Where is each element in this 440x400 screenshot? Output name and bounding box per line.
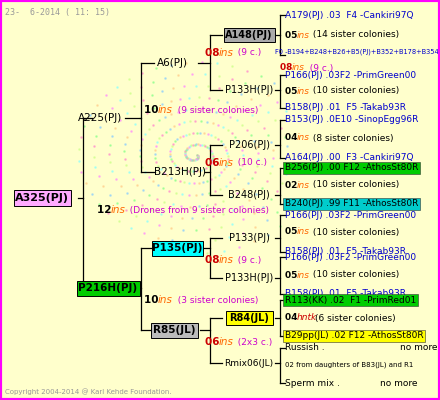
Text: ins: ins <box>219 158 234 168</box>
Text: no more: no more <box>400 344 437 352</box>
FancyBboxPatch shape <box>224 28 275 42</box>
Text: ins: ins <box>292 64 305 72</box>
Text: ins: ins <box>297 228 310 236</box>
Text: no more: no more <box>380 378 418 388</box>
Text: 02: 02 <box>285 180 301 190</box>
Text: ins: ins <box>111 205 126 215</box>
FancyBboxPatch shape <box>151 240 202 256</box>
Text: 05: 05 <box>285 228 301 236</box>
Text: (8 sister colonies): (8 sister colonies) <box>310 134 393 142</box>
Text: hntk: hntk <box>297 314 317 322</box>
Text: A179(PJ) .03  F4 -Cankiri97Q: A179(PJ) .03 F4 -Cankiri97Q <box>285 10 414 20</box>
Text: (3 sister colonies): (3 sister colonies) <box>172 296 258 304</box>
Text: (9 c.): (9 c.) <box>232 256 262 264</box>
Text: (2x3 c.): (2x3 c.) <box>232 338 273 346</box>
Text: (Drones from 9 sister colonies): (Drones from 9 sister colonies) <box>125 206 269 214</box>
FancyBboxPatch shape <box>77 280 139 296</box>
Text: 05: 05 <box>285 30 301 40</box>
Text: A325(PJ): A325(PJ) <box>15 193 69 203</box>
Text: B213H(PJ): B213H(PJ) <box>154 167 206 177</box>
Text: P133(PJ): P133(PJ) <box>228 233 269 243</box>
Text: B29pp(JL) .02 F12 -AthosSt80R: B29pp(JL) .02 F12 -AthosSt80R <box>285 332 424 340</box>
Text: B153(PJ) .0E10 -SinopEgg96R: B153(PJ) .0E10 -SinopEgg96R <box>285 116 418 124</box>
Text: (10 sister colonies): (10 sister colonies) <box>310 270 399 280</box>
Text: ins: ins <box>158 295 173 305</box>
Text: F0 -B194+B248+B26+B5(PJ)+B352+B178+B354: F0 -B194+B248+B26+B5(PJ)+B352+B178+B354 <box>275 49 439 55</box>
Text: B158(PJ) .01  F5 -Takab93R: B158(PJ) .01 F5 -Takab93R <box>285 290 406 298</box>
FancyBboxPatch shape <box>150 322 198 338</box>
Text: R85(JL): R85(JL) <box>153 325 195 335</box>
Text: 05: 05 <box>285 270 301 280</box>
Text: ins: ins <box>297 180 310 190</box>
FancyBboxPatch shape <box>225 311 272 325</box>
Text: 12: 12 <box>97 205 115 215</box>
Text: (9 c.): (9 c.) <box>304 64 333 72</box>
Text: (9 sister colonies): (9 sister colonies) <box>172 106 258 114</box>
Text: ins: ins <box>297 30 310 40</box>
Text: R113(KK) .02  F1 -PrimRed01: R113(KK) .02 F1 -PrimRed01 <box>285 296 416 304</box>
Text: ins: ins <box>158 105 173 115</box>
Text: P133H(PJ): P133H(PJ) <box>225 85 273 95</box>
Text: P166(PJ) .03F2 -PrimGreen00: P166(PJ) .03F2 -PrimGreen00 <box>285 70 416 80</box>
Text: Russish .: Russish . <box>285 344 325 352</box>
Text: Rmix06(JL): Rmix06(JL) <box>224 358 274 368</box>
Text: 10: 10 <box>144 295 162 305</box>
Text: P206(PJ): P206(PJ) <box>228 140 269 150</box>
Text: (10 sister colonies): (10 sister colonies) <box>310 228 399 236</box>
FancyBboxPatch shape <box>14 190 70 206</box>
Text: 04: 04 <box>285 314 301 322</box>
Text: 06: 06 <box>205 337 223 347</box>
Text: 10: 10 <box>144 105 162 115</box>
Text: 08: 08 <box>280 64 296 72</box>
Text: 08: 08 <box>205 48 223 58</box>
Text: B240(PJ) .99 F11 -AthosSt80R: B240(PJ) .99 F11 -AthosSt80R <box>285 200 418 208</box>
Text: ins: ins <box>219 255 234 265</box>
Text: ins: ins <box>297 86 310 96</box>
Text: ins: ins <box>219 337 234 347</box>
Text: (10 c.): (10 c.) <box>232 158 268 168</box>
Text: B248(PJ): B248(PJ) <box>228 190 270 200</box>
Text: A164(PJ) .00  F3 -Cankiri97Q: A164(PJ) .00 F3 -Cankiri97Q <box>285 154 414 162</box>
Text: B256(PJ) .00 F12 -AthosSt80R: B256(PJ) .00 F12 -AthosSt80R <box>285 164 418 172</box>
Text: P166(PJ) .03F2 -PrimGreen00: P166(PJ) .03F2 -PrimGreen00 <box>285 210 416 220</box>
Text: (10 sister colonies): (10 sister colonies) <box>310 86 399 96</box>
Text: Sperm mix .: Sperm mix . <box>285 378 340 388</box>
Text: P133H(PJ): P133H(PJ) <box>225 273 273 283</box>
Text: (6 sister colonies): (6 sister colonies) <box>315 314 396 322</box>
Text: 06: 06 <box>205 158 223 168</box>
Text: 04: 04 <box>285 134 301 142</box>
Text: P135(PJ): P135(PJ) <box>152 243 202 253</box>
Text: 08: 08 <box>205 255 223 265</box>
Text: B158(PJ) .01  F5 -Takab93R: B158(PJ) .01 F5 -Takab93R <box>285 104 406 112</box>
Text: 02 from daughters of B83(JL) and R1: 02 from daughters of B83(JL) and R1 <box>285 362 413 368</box>
Text: 05: 05 <box>285 86 301 96</box>
Text: A6(PJ): A6(PJ) <box>157 58 187 68</box>
Text: ins: ins <box>219 48 234 58</box>
Text: ins: ins <box>297 270 310 280</box>
Text: (14 sister colonies): (14 sister colonies) <box>310 30 399 40</box>
Text: R84(JL): R84(JL) <box>229 313 269 323</box>
Text: A225(PJ): A225(PJ) <box>78 113 122 123</box>
Text: A148(PJ): A148(PJ) <box>225 30 273 40</box>
Text: P216H(PJ): P216H(PJ) <box>78 283 138 293</box>
Text: B158(PJ) .01  F5 -Takab93R: B158(PJ) .01 F5 -Takab93R <box>285 248 406 256</box>
Text: ins: ins <box>297 134 310 142</box>
Text: (10 sister colonies): (10 sister colonies) <box>310 180 399 190</box>
Text: P166(PJ) .03F2 -PrimGreen00: P166(PJ) .03F2 -PrimGreen00 <box>285 252 416 262</box>
Text: Copyright 2004-2014 @ Karl Kehde Foundation.: Copyright 2004-2014 @ Karl Kehde Foundat… <box>5 388 172 395</box>
Text: 23-  6-2014 ( 11: 15): 23- 6-2014 ( 11: 15) <box>5 8 110 17</box>
Text: (9 c.): (9 c.) <box>232 48 262 58</box>
